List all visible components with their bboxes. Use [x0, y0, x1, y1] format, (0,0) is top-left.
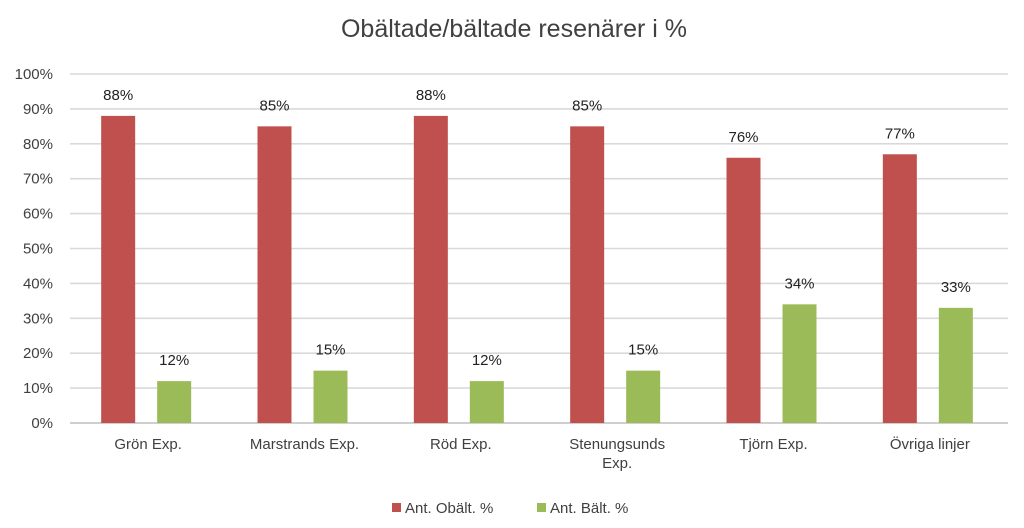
- x-tick-label: Röd Exp.: [430, 436, 492, 453]
- legend-label: Ant. Bält. %: [550, 500, 628, 517]
- legend-label: Ant. Obält. %: [405, 500, 493, 517]
- y-tick-label: 80%: [23, 136, 53, 153]
- y-tick-label: 50%: [23, 241, 53, 258]
- bar-series-0-4: [726, 157, 761, 423]
- data-label: 12%: [159, 352, 189, 369]
- data-label: 88%: [103, 87, 133, 104]
- bar-series-0-0: [101, 115, 136, 423]
- bar-series-0-2: [413, 115, 448, 423]
- data-label: 34%: [784, 275, 814, 292]
- data-label: 77%: [885, 125, 915, 142]
- data-label: 33%: [941, 279, 971, 296]
- y-axis-ticks: 0% 10% 20% 30% 40% 50% 60% 70% 80% 90% 100%: [15, 66, 53, 432]
- y-tick-label: 10%: [23, 380, 53, 397]
- bar-series-0-1: [257, 126, 292, 423]
- data-label: 85%: [572, 97, 602, 114]
- x-tick-label: Exp.: [602, 455, 632, 472]
- y-tick-label: 40%: [23, 275, 53, 292]
- bar-series-1-5: [938, 307, 973, 423]
- y-tick-label: 60%: [23, 206, 53, 223]
- data-label: 76%: [728, 129, 758, 146]
- bar-series-1-2: [469, 381, 504, 423]
- bar-series-1-3: [626, 370, 661, 423]
- x-tick-label: Marstrands Exp.: [250, 436, 359, 453]
- data-label: 88%: [416, 87, 446, 104]
- data-labels: 88% 12% 85% 15% 88% 12% 85% 15% 76% 34% 77% 33%: [103, 87, 971, 369]
- legend: Ant. Obält. % Ant. Bält. %: [392, 500, 628, 517]
- y-tick-label: 20%: [23, 345, 53, 362]
- x-axis-labels: Grön Exp. Marstrands Exp. Röd Exp. Stenungs…: [114, 435, 969, 472]
- gridlines: [70, 73, 1008, 424]
- chart-title: Obältade/bältade resenärer i %: [341, 15, 687, 43]
- bar-series-1-1: [313, 370, 348, 423]
- data-label: 85%: [259, 97, 289, 114]
- legend-swatch: [392, 503, 401, 512]
- bar-series-1-4: [782, 304, 817, 423]
- data-label: 15%: [628, 342, 658, 359]
- bar-series-0-5: [882, 154, 917, 423]
- data-label: 12%: [472, 352, 502, 369]
- bars: [101, 115, 973, 423]
- y-tick-label: 70%: [23, 171, 53, 188]
- bar-series-0-3: [570, 126, 605, 423]
- y-tick-label: 100%: [15, 66, 53, 83]
- y-tick-label: 30%: [23, 310, 53, 327]
- x-tick-label: Stenungsunds: [569, 436, 665, 453]
- legend-swatch: [537, 503, 546, 512]
- x-tick-label: Tjörn Exp.: [739, 436, 807, 453]
- x-tick-label: Grön Exp.: [114, 436, 182, 453]
- y-tick-label: 90%: [23, 101, 53, 118]
- bar-series-1-0: [157, 381, 192, 423]
- data-label: 15%: [315, 342, 345, 359]
- y-tick-label: 0%: [31, 415, 53, 432]
- x-tick-label: Övriga linjer: [890, 435, 970, 453]
